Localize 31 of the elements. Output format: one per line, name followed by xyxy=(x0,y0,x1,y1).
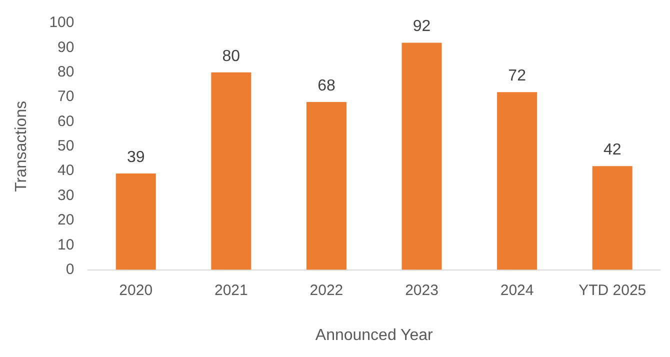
y-tick-label: 90 xyxy=(58,38,74,56)
x-axis-title: Announced Year xyxy=(315,326,434,344)
bar xyxy=(497,92,538,270)
x-tick-label: 2024 xyxy=(500,282,534,299)
bar xyxy=(592,166,632,270)
x-tick-label: 2021 xyxy=(214,282,248,299)
y-tick-label: 100 xyxy=(49,14,74,32)
x-tick-label: 2022 xyxy=(310,282,344,299)
data-label: 42 xyxy=(603,142,622,159)
y-tick-label: 0 xyxy=(66,260,74,278)
x-tick-label: 2023 xyxy=(405,282,438,299)
data-label: 80 xyxy=(222,48,240,65)
y-tick-label: 10 xyxy=(58,236,74,254)
data-label: 72 xyxy=(508,68,526,85)
data-label: 68 xyxy=(318,77,336,94)
y-tick-label: 80 xyxy=(58,64,74,80)
bar xyxy=(402,42,442,270)
bar xyxy=(116,174,156,270)
x-tick-label: 2020 xyxy=(119,282,153,299)
y-tick-label: 40 xyxy=(58,162,74,180)
y-tick-label: 60 xyxy=(58,112,74,130)
y-tick-label: 30 xyxy=(58,186,74,204)
y-tick-label: 70 xyxy=(58,88,74,106)
data-label: 39 xyxy=(126,148,145,166)
bar xyxy=(211,72,252,270)
x-tick-label: YTD 2025 xyxy=(578,282,646,299)
bar xyxy=(306,102,346,270)
y-axis-title: Transactions xyxy=(13,100,30,192)
y-tick-label: 20 xyxy=(58,212,74,229)
y-tick-label: 50 xyxy=(58,138,74,155)
data-label: 92 xyxy=(412,18,431,36)
